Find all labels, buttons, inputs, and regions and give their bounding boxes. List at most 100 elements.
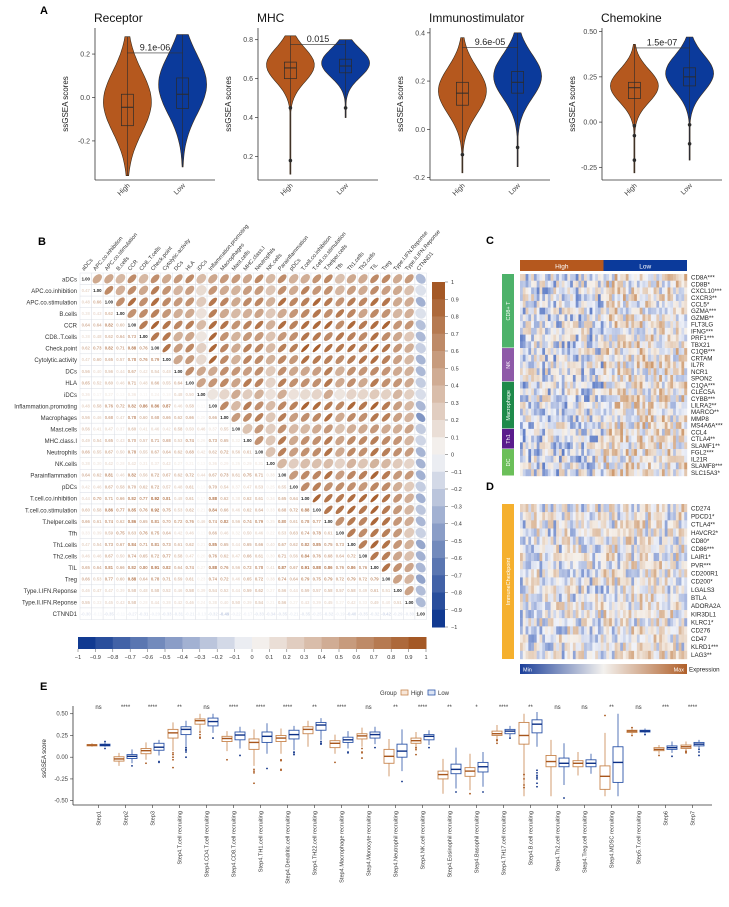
heatmap-cell [650, 314, 654, 322]
heatmap-cell [528, 520, 532, 529]
colorbar-tick-label: −0.9 [90, 655, 101, 661]
heatmap-cell [656, 577, 660, 586]
correlation-value: 0.82 [128, 565, 137, 570]
correlation-value: 0.62 [220, 496, 229, 501]
heatmap-cell [586, 388, 590, 396]
heatmap-cell [673, 348, 677, 355]
heatmap-cell [533, 428, 537, 436]
heatmap-cell [620, 634, 624, 643]
heatmap-cell [531, 552, 535, 562]
heatmap-cell [581, 504, 585, 513]
correlation-ellipse [254, 274, 264, 284]
heatmap-cell [564, 593, 568, 603]
heatmap-cell [661, 449, 665, 456]
heatmap-cell [581, 469, 585, 477]
heatmap-cell [561, 544, 565, 554]
correlation-value: 0.42 [139, 369, 148, 374]
heatmap-cell [675, 504, 679, 513]
heatmap-cell [639, 435, 643, 443]
heatmap-cell [550, 469, 554, 477]
heatmap-cell [639, 442, 643, 450]
correlation-ellipse [185, 355, 195, 365]
heatmap-cell [678, 428, 682, 436]
heatmap-cell [561, 314, 565, 322]
heatmap-cell [547, 388, 551, 396]
heatmap-cell [592, 449, 596, 456]
heatmap-cell [628, 300, 632, 308]
heatmap-cell [622, 552, 626, 562]
correlation-value: 0.81 [162, 496, 171, 501]
heatmap-cell [614, 634, 618, 643]
heatmap-cell [667, 593, 671, 603]
heatmap-cell [553, 354, 557, 362]
correlation-ellipse [358, 494, 368, 503]
correlation-ellipse [173, 331, 183, 342]
heatmap-cell [681, 435, 685, 443]
correlation-value: 1.00 [359, 554, 368, 559]
heatmap-cell [631, 408, 635, 416]
correlation-ellipse [335, 516, 345, 526]
correlation-value: 1.00 [417, 611, 426, 616]
heatmap-cell [684, 294, 688, 302]
correlation-value: 0.47 [93, 588, 102, 593]
heatmap-cell [575, 388, 579, 396]
heatmap-cell [520, 642, 523, 652]
correlation-value: 1.00 [116, 311, 125, 316]
heatmap-cell [650, 375, 654, 382]
correlation-ellipse [289, 378, 299, 388]
heatmap-cell [603, 610, 607, 619]
heatmap-cell [659, 585, 663, 594]
heatmap-cell [547, 601, 551, 611]
heatmap-cell [600, 469, 604, 477]
heatmap-cell [636, 442, 640, 450]
heatmap-cell [572, 528, 576, 537]
heatmap-cell [611, 395, 615, 403]
heatmap-cell [661, 375, 665, 382]
heatmap-cell [659, 469, 663, 477]
heatmap-cell [531, 462, 535, 470]
heatmap-cell [578, 381, 582, 389]
correlation-value: 0.44 [151, 600, 160, 605]
heatmap-cell [650, 520, 654, 529]
heatmap-cell [600, 395, 604, 403]
correlation-value: 0.92 [151, 496, 160, 501]
correlation-ellipse [323, 274, 333, 284]
y-tick-label: 0.50 [583, 29, 597, 36]
heatmap-cell [653, 577, 657, 586]
heatmap-cell [545, 634, 549, 643]
heatmap-cell [681, 428, 685, 436]
heatmap-cell [639, 528, 643, 537]
heatmap-cell [558, 408, 562, 416]
heatmap-cell [522, 415, 526, 423]
heatmap-cell [572, 634, 576, 643]
heatmap-cell [625, 300, 629, 308]
heatmap-cell [584, 569, 587, 578]
heatmap-cell [536, 361, 540, 369]
correlation-ellipse [358, 378, 368, 388]
heatmap-cell [620, 381, 624, 389]
correlation-ellipse [404, 504, 414, 515]
correlation-ellipse [404, 447, 414, 457]
heatmap-cell [636, 435, 640, 443]
heatmap-cell [634, 626, 638, 635]
row-label: Check.point [45, 347, 77, 353]
correlation-value: 0.60 [128, 427, 137, 432]
correlation-value: 0.86 [128, 519, 137, 524]
correlation-value: 0.47 [82, 542, 91, 547]
correlation-value: 0.77 [139, 496, 148, 501]
heatmap-cell [589, 307, 593, 315]
heatmap-cell [681, 381, 685, 389]
heatmap-cell [664, 408, 668, 416]
heatmap-cell [664, 569, 668, 578]
correlation-value: 0.65 [278, 496, 287, 501]
heatmap-cell [634, 618, 638, 627]
heatmap-cell [611, 307, 615, 315]
heatmap-cell [589, 294, 593, 302]
heatmap-cell [661, 504, 665, 513]
heatmap-cell [597, 287, 601, 295]
heatmap-cell [567, 348, 571, 355]
heatmap-cell [528, 561, 532, 570]
heatmap-cell [620, 504, 624, 513]
heatmap-cell [653, 626, 657, 635]
correlation-value: 0.67 [162, 473, 171, 478]
